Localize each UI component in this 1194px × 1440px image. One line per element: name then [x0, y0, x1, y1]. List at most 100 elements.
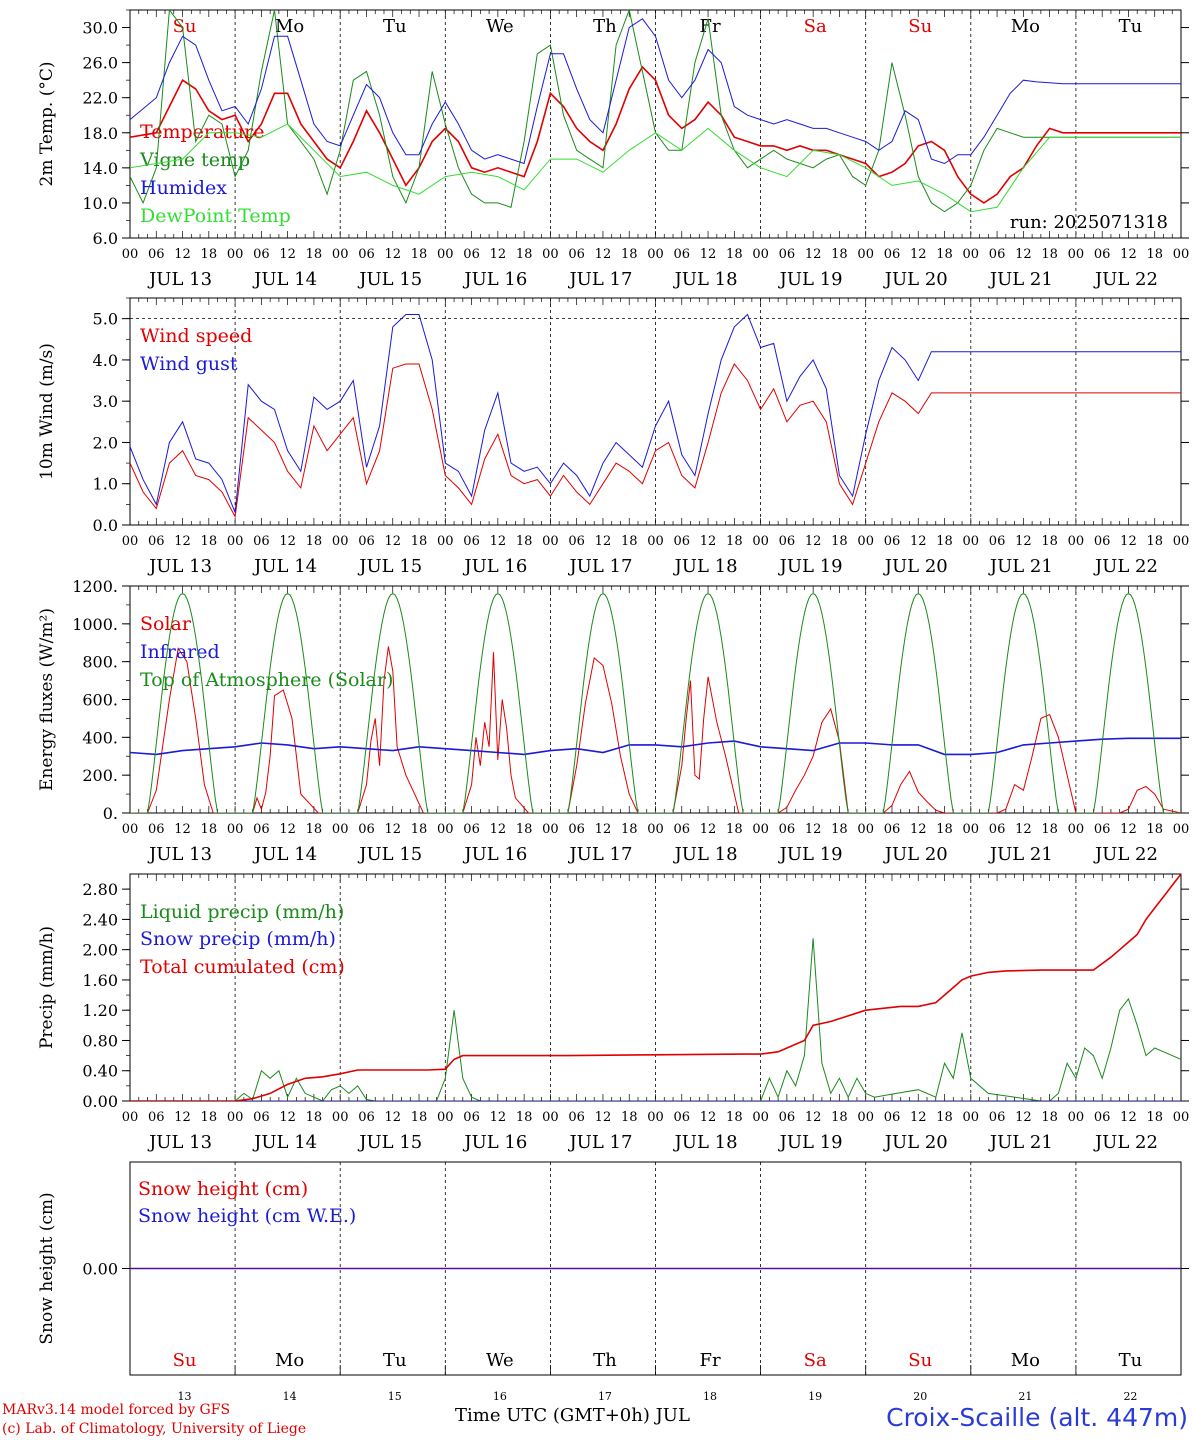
x-hour-label: 18	[411, 534, 428, 549]
x-hour-label: 12	[384, 534, 401, 549]
x-hour-label: 00	[122, 822, 139, 837]
x-hour-label: 18	[411, 1110, 428, 1125]
day-number-label: 20	[913, 1390, 927, 1400]
day-of-week-label: We	[486, 16, 514, 37]
x-hour-label: 06	[779, 822, 796, 837]
x-hour-label: 00	[857, 247, 874, 262]
legend-entry: Humidex	[140, 177, 227, 199]
x-hour-label: 00	[437, 1110, 454, 1125]
legend-entry: Temperature	[140, 121, 264, 143]
x-hour-label: 18	[831, 822, 848, 837]
x-hour-label: 00	[437, 534, 454, 549]
x-hour-label: 06	[989, 534, 1006, 549]
x-date-label: JUL 16	[462, 1132, 527, 1153]
y-tick-label: 0.80	[82, 1031, 118, 1050]
x-date-label: JUL 21	[988, 844, 1053, 865]
x-hour-label: 12	[384, 822, 401, 837]
x-hour-label: 18	[516, 534, 533, 549]
x-hour-label: 12	[279, 1110, 296, 1125]
day-of-week-label: Sa	[804, 16, 827, 37]
x-hour-label: 00	[227, 822, 244, 837]
x-date-label: JUL 13	[147, 556, 212, 577]
y-tick-label: 1.20	[82, 1001, 118, 1020]
x-hour-label: 18	[411, 822, 428, 837]
x-hour-label: 12	[490, 534, 507, 549]
x-hour-label: 06	[568, 822, 585, 837]
x-date-label: JUL 20	[883, 556, 948, 577]
x-hour-label: 12	[174, 247, 191, 262]
y-tick-label: 400.	[82, 728, 118, 747]
x-hour-label: 18	[201, 534, 218, 549]
x-date-label: JUL 19	[778, 269, 843, 290]
y-tick-label: 600.	[82, 691, 118, 710]
x-hour-label: 06	[674, 534, 691, 549]
x-hour-label: 00	[647, 534, 664, 549]
x-hour-label: 00	[227, 1110, 244, 1125]
x-hour-label: 00	[1173, 1110, 1190, 1125]
x-hour-label: 12	[700, 1110, 717, 1125]
x-hour-label: 18	[1146, 1110, 1163, 1125]
x-hour-label: 00	[1173, 247, 1190, 262]
series-line-temp-2	[130, 18, 1181, 165]
legend-entry: Snow height (cm)	[138, 1178, 308, 1200]
x-date-label: JUL 22	[1093, 844, 1158, 865]
x-hour-label: 06	[884, 1110, 901, 1125]
series-line-energy-1	[130, 737, 1181, 756]
x-date-label: JUL 19	[778, 1132, 843, 1153]
y-axis-title: 2m Temp. (°C)	[37, 61, 57, 186]
series-line-precip-0	[130, 938, 1181, 1101]
y-tick-label: 5.0	[93, 310, 118, 329]
y-tick-label: 2.0	[93, 433, 118, 452]
y-tick-label: 4.0	[93, 351, 118, 370]
x-hour-label: 18	[516, 1110, 533, 1125]
x-hour-label: 06	[148, 534, 165, 549]
y-axis-title: 10m Wind (m/s)	[37, 343, 57, 480]
day-of-week-label: Tu	[1119, 1350, 1143, 1371]
x-hour-label: 12	[279, 247, 296, 262]
x-hour-label: 06	[989, 1110, 1006, 1125]
x-hour-label: 06	[358, 1110, 375, 1125]
x-hour-label: 12	[910, 1110, 927, 1125]
day-of-week-label: Mo	[1011, 1350, 1040, 1371]
y-tick-label: 1000.	[72, 615, 118, 634]
x-hour-label: 00	[963, 1110, 980, 1125]
x-hour-label: 18	[831, 247, 848, 262]
x-hour-label: 18	[1041, 247, 1058, 262]
x-hour-label: 18	[621, 1110, 638, 1125]
legend-entry: Snow height (cm W.E.)	[138, 1205, 356, 1227]
x-hour-label: 12	[1120, 247, 1137, 262]
legend-entry: Wind gust	[140, 353, 238, 375]
day-of-week-label: Mo	[1011, 16, 1040, 37]
x-hour-label: 12	[595, 1110, 612, 1125]
x-hour-label: 06	[253, 822, 270, 837]
x-hour-label: 06	[463, 822, 480, 837]
y-tick-label: 1200.	[72, 577, 118, 596]
y-tick-label: 6.0	[93, 229, 118, 248]
x-hour-label: 00	[1068, 822, 1085, 837]
x-hour-label: 06	[463, 1110, 480, 1125]
x-hour-label: 06	[1094, 822, 1111, 837]
y-tick-label: 3.0	[93, 392, 118, 411]
x-hour-label: 18	[201, 247, 218, 262]
day-of-week-label: Su	[173, 1350, 197, 1371]
model-credit: MARv3.14 model forced by GFS	[2, 1402, 231, 1418]
x-hour-label: 18	[1041, 1110, 1058, 1125]
x-hour-label: 06	[884, 822, 901, 837]
x-date-label: JUL 18	[673, 844, 738, 865]
x-date-label: JUL 15	[357, 269, 422, 290]
station-name: Croix-Scaille (alt. 447m)	[886, 1403, 1188, 1432]
y-tick-label: 22.0	[82, 89, 118, 108]
day-of-week-label: Sa	[804, 1350, 827, 1371]
x-hour-label: 18	[936, 534, 953, 549]
x-date-label: JUL 21	[988, 269, 1053, 290]
x-hour-label: 12	[595, 247, 612, 262]
day-of-week-label: Tu	[383, 1350, 407, 1371]
x-hour-label: 12	[1015, 1110, 1032, 1125]
x-hour-label: 18	[201, 1110, 218, 1125]
x-hour-label: 18	[831, 1110, 848, 1125]
x-hour-label: 18	[1146, 822, 1163, 837]
x-date-label: JUL 14	[252, 269, 317, 290]
x-hour-label: 00	[542, 534, 559, 549]
x-hour-label: 12	[805, 534, 822, 549]
x-hour-label: 00	[963, 247, 980, 262]
